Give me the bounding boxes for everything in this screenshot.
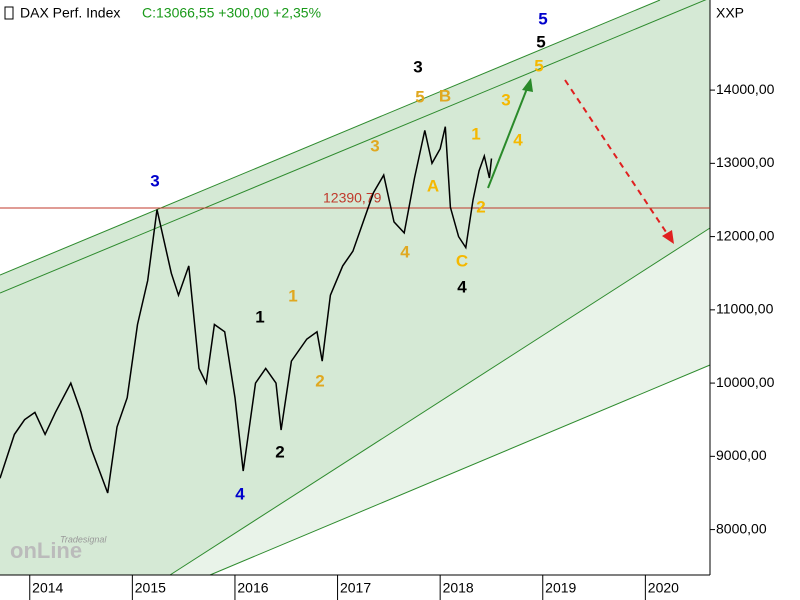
- y-axis-label: XXP: [716, 5, 744, 21]
- wave-label: 4: [235, 484, 245, 503]
- wave-label: A: [427, 176, 439, 195]
- x-tick-label: 2017: [340, 580, 371, 596]
- wave-label: 5: [415, 87, 424, 106]
- wave-label: 4: [400, 242, 410, 261]
- wave-label: 5: [534, 56, 543, 75]
- chart-subtitle: C:13066,55 +300,00 +2,35%: [142, 5, 321, 21]
- symbol-icon: [4, 6, 14, 20]
- y-tick-label: 9000,00: [716, 447, 767, 463]
- wave-label: 3: [413, 57, 422, 76]
- wave-label: 3: [370, 136, 379, 155]
- y-tick-label: 14000,00: [716, 81, 775, 97]
- arrow-head: [662, 230, 674, 244]
- level-label: 12390,79: [323, 190, 382, 206]
- arrow-down: [564, 79, 669, 236]
- wave-label: 3: [150, 171, 159, 190]
- chart-title: DAX Perf. Index: [20, 5, 120, 21]
- arrow-head: [522, 78, 533, 92]
- channel-line: [0, 0, 661, 276]
- wave-label: 4: [457, 277, 467, 296]
- wave-label: C: [456, 251, 468, 270]
- x-tick-label: 2018: [443, 580, 474, 596]
- x-tick-label: 2014: [32, 580, 63, 596]
- wave-label: 5: [538, 9, 547, 28]
- wave-label: 4: [513, 130, 523, 149]
- wave-label: 2: [275, 442, 284, 461]
- x-tick-label: 2020: [648, 580, 679, 596]
- wave-label: 1: [255, 307, 264, 326]
- wave-label: 3: [501, 90, 510, 109]
- wave-label: 2: [476, 197, 485, 216]
- y-tick-label: 10000,00: [716, 374, 775, 390]
- axis-bg: [0, 575, 800, 600]
- watermark: onLine: [10, 538, 82, 563]
- channel-line: [0, 0, 707, 294]
- channel-fill: [0, 0, 710, 575]
- axis-bg: [710, 0, 800, 600]
- channel-line: [169, 227, 711, 576]
- wave-label: 1: [288, 286, 297, 305]
- channel-line: [209, 364, 711, 576]
- wave-label: 2: [315, 371, 324, 390]
- price-line: [0, 126, 493, 494]
- arrow-up: [487, 85, 529, 189]
- watermark-small: Tradesignal: [60, 534, 107, 544]
- y-tick-label: 13000,00: [716, 154, 775, 170]
- x-tick-label: 2019: [545, 580, 576, 596]
- wave-label: 1: [471, 124, 480, 143]
- y-tick-label: 12000,00: [716, 227, 775, 243]
- y-tick-label: 11000,00: [716, 301, 774, 317]
- wave-label: 5: [536, 32, 545, 51]
- x-tick-label: 2016: [237, 580, 268, 596]
- x-tick-label: 2015: [135, 580, 166, 596]
- wave-label: B: [439, 86, 451, 105]
- y-tick-label: 8000,00: [716, 520, 767, 536]
